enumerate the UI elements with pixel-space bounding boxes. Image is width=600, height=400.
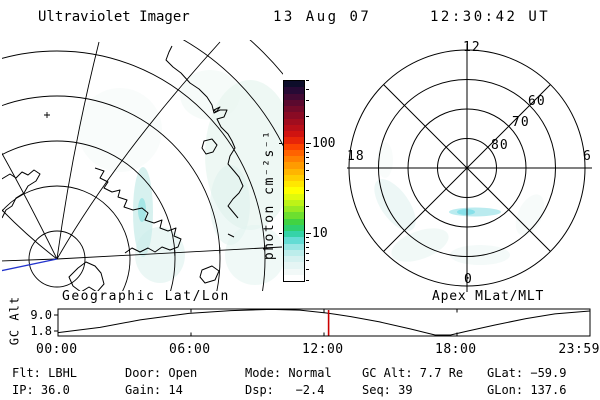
map-caption: Geographic Lat/Lon: [62, 289, 230, 304]
strip-xtick-0000: 00:00: [36, 342, 78, 357]
status-glat: GLat: −59.9: [487, 366, 567, 380]
status-glon: GLon: 137.6: [487, 383, 567, 397]
map-coastlines: [2, 45, 244, 291]
header-time: 12:30:42 UT: [430, 9, 551, 25]
polar-grid: [347, 44, 592, 292]
strip-xtick-1800: 18:00: [435, 342, 477, 357]
colorbar-units-label: photon cm⁻²s⁻¹: [262, 129, 278, 261]
status-dsp: Dsp: −2.4: [245, 383, 325, 397]
map-graticule: [2, 40, 283, 291]
polar-mlat-60-label: 60: [528, 94, 546, 109]
polar-mlt-18-label: 18: [347, 149, 365, 164]
status-mode: Mode: Normal: [245, 366, 332, 380]
polar-mlt-12-label: 12: [463, 40, 481, 55]
polar-aurora: [374, 142, 545, 265]
strip-xtick-1200: 12:00: [302, 342, 344, 357]
map-terminator-line: [2, 258, 58, 272]
altitude-curve: [57, 308, 590, 336]
status-gain: Gain: 14: [125, 383, 183, 397]
strip-xtick-2359: 23:59: [558, 342, 600, 357]
colorbar-tick-label-10: 10: [312, 226, 328, 241]
status-flt: Flt: LBHL: [12, 366, 78, 380]
status-door: Door: Open: [125, 366, 198, 380]
colorbar: [283, 80, 305, 282]
strip-ytick-1-8: 1.8: [30, 324, 52, 338]
strip-ticks: [54, 309, 458, 336]
geographic-map-plot: [2, 40, 283, 291]
polar-mlt-6-label: 6: [583, 149, 592, 164]
polar-mlat-70-label: 70: [512, 115, 530, 130]
colorbar-tick-label-100: 100: [312, 136, 336, 151]
polar-caption: Apex MLat/MLT: [432, 289, 545, 304]
strip-ytick-9: 9.0: [30, 308, 52, 322]
status-ip: IP: 36.0: [12, 383, 70, 397]
status-gc-alt: GC Alt: 7.7 Re: [362, 366, 464, 380]
strip-ylabel: GC Alt: [7, 295, 22, 346]
map-aurora: [78, 70, 283, 285]
strip-xtick-0600: 06:00: [169, 342, 211, 357]
polar-mlat-80-label: 80: [491, 138, 509, 153]
polar-mlt-0-label: 0: [464, 272, 473, 287]
header-date: 13 Aug 07: [273, 9, 372, 25]
altitude-strip-chart: [54, 308, 591, 337]
polar-dial-plot: [347, 44, 592, 292]
status-seq: Seq: 39: [362, 383, 413, 397]
colorbar-blocks: [284, 81, 304, 281]
page-title: Ultraviolet Imager: [38, 9, 190, 25]
